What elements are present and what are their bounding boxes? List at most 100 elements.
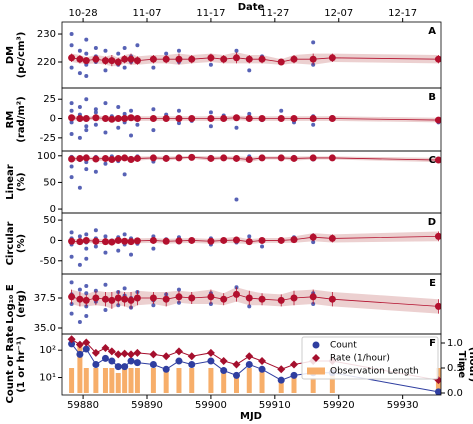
count-point	[133, 359, 141, 367]
rate-point	[67, 335, 76, 344]
burst-point	[208, 62, 213, 67]
mean-point	[101, 238, 109, 246]
mean-point	[101, 57, 109, 65]
mean-point	[207, 54, 215, 62]
bar	[233, 378, 239, 393]
mean-point	[207, 115, 215, 123]
burst-point	[135, 43, 140, 48]
mean-point	[220, 295, 228, 303]
mean-point	[258, 55, 266, 63]
burst-point	[151, 303, 156, 308]
burst-point	[93, 107, 98, 112]
mean-point	[232, 54, 240, 62]
rate-point	[232, 360, 241, 369]
mean-point	[328, 154, 336, 162]
bar	[122, 368, 128, 393]
bar	[259, 368, 265, 393]
count-point	[434, 388, 441, 395]
mean-point	[68, 54, 76, 62]
burst-point	[69, 65, 74, 70]
panel-marks	[68, 153, 441, 202]
mean-point	[232, 290, 240, 298]
mean-point	[175, 55, 183, 63]
bar	[291, 378, 297, 393]
y-axis-label: Linear	[5, 164, 16, 199]
burst-point	[176, 121, 181, 126]
mean-point	[162, 154, 170, 162]
burst-point	[176, 108, 181, 113]
mean-point	[133, 237, 141, 245]
mean-point	[258, 236, 266, 244]
mean-point	[108, 115, 116, 123]
mean-point	[220, 236, 228, 244]
mean-point	[82, 115, 90, 123]
y2-axis-label: (hour)	[467, 347, 473, 382]
mean-point	[162, 295, 170, 303]
count-point	[232, 371, 240, 379]
mean-point	[328, 234, 336, 242]
burst-point	[84, 37, 89, 42]
rate-point	[91, 348, 100, 357]
count-point	[82, 345, 90, 353]
mean-point	[82, 57, 90, 65]
y2-tick-label: 1.0	[447, 338, 463, 349]
burst-point	[103, 282, 108, 287]
mean-point	[68, 155, 76, 163]
mean-point	[101, 295, 109, 303]
rate-point	[162, 352, 171, 361]
burst-point	[84, 167, 89, 172]
burst-point	[69, 175, 74, 180]
mean-point	[76, 154, 84, 162]
count-point	[188, 360, 196, 368]
mean-point	[101, 154, 109, 162]
burst-point	[103, 161, 108, 166]
rate-point	[75, 340, 84, 349]
mean-point	[207, 154, 215, 162]
mean-point	[92, 294, 100, 302]
top-tick-label: 11-17	[196, 8, 225, 19]
rate-point	[101, 344, 110, 353]
mean-point	[188, 294, 196, 302]
bar	[128, 368, 134, 393]
y-tick-label: 230	[37, 29, 56, 40]
burst-point	[103, 68, 108, 73]
count-point	[76, 350, 84, 358]
y-tick-label: 25	[43, 94, 56, 105]
burst-point	[77, 185, 82, 190]
mean-point	[133, 115, 141, 123]
count-point	[220, 367, 228, 375]
mean-point	[114, 154, 122, 162]
mean-point	[232, 154, 240, 162]
mean-point	[258, 115, 266, 123]
x-tick-label: 59910	[259, 400, 291, 411]
burst-point	[77, 48, 82, 53]
mean-point	[277, 296, 285, 304]
mean-point	[121, 237, 129, 245]
bar	[278, 378, 284, 393]
burst-point	[135, 122, 140, 127]
y-tick-label: 50	[43, 215, 56, 226]
bar	[246, 368, 252, 393]
rate-point	[133, 348, 142, 357]
bar	[189, 368, 195, 393]
mean-point	[258, 154, 266, 162]
mean-point	[76, 295, 84, 303]
burst-point	[93, 228, 98, 233]
burst-point	[77, 71, 82, 76]
mean-point	[149, 236, 157, 244]
mean-point	[108, 156, 116, 164]
count-point	[162, 365, 170, 373]
rate-point	[258, 357, 267, 366]
mean-point	[68, 237, 76, 245]
mean-point	[114, 236, 122, 244]
top-tick-label: 11-07	[132, 8, 161, 19]
burst-point	[122, 111, 127, 116]
mean-point	[290, 154, 298, 162]
mean-point	[133, 154, 141, 162]
y-axis-label: (erg)	[16, 290, 27, 318]
bar	[329, 368, 335, 393]
panel-frame	[61, 333, 442, 396]
burst-point	[151, 128, 156, 133]
panel-letter: A	[428, 26, 436, 37]
y-axis-label: (%)	[16, 234, 27, 253]
